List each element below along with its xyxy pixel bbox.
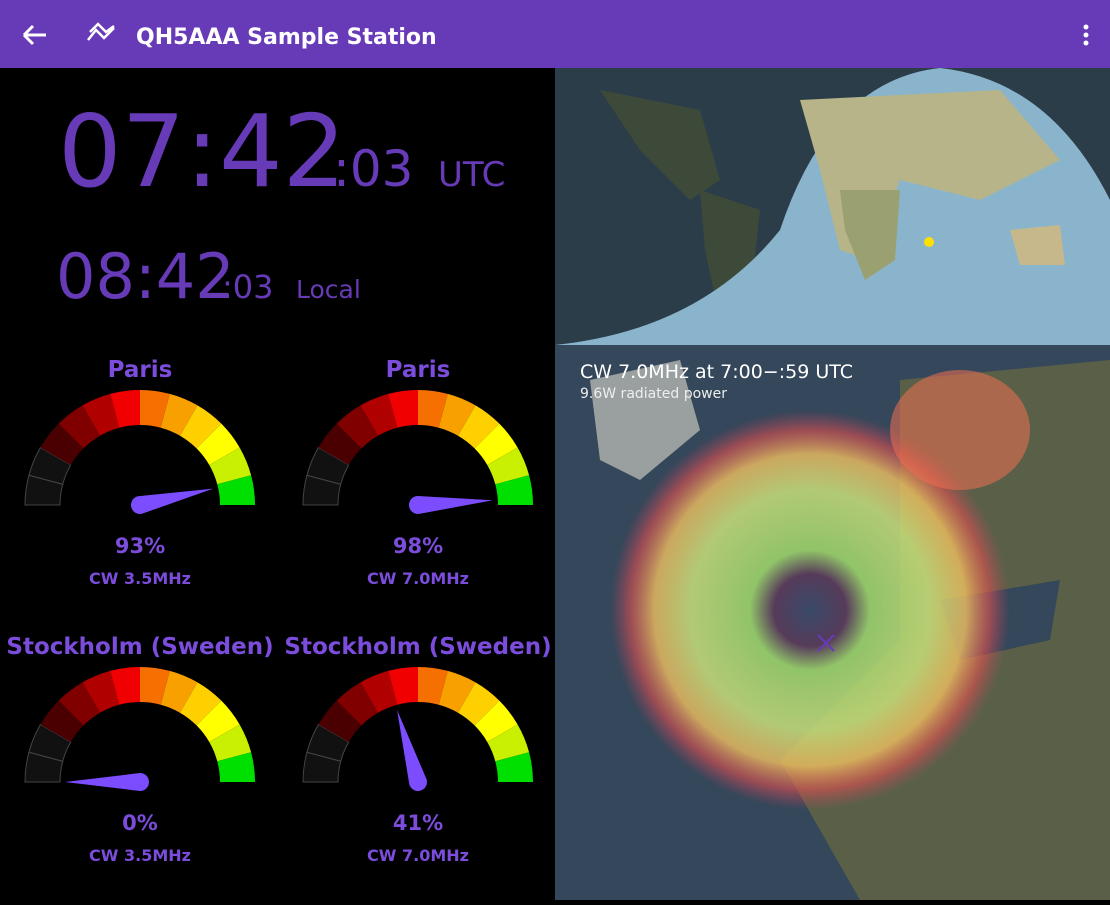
gauge-segment (140, 390, 170, 428)
daylight-map (555, 68, 1110, 345)
gauge-segment (495, 475, 533, 505)
gauge-band: CW 3.5MHz (89, 569, 191, 588)
gauge-segment (217, 475, 255, 505)
gauge-segment (196, 700, 240, 742)
gauge-segment (318, 423, 362, 465)
gauge: Stockholm (Sweden) 0% CW 3.5MHz (6, 634, 273, 865)
gauge: Paris 98% CW 7.0MHz (302, 357, 533, 588)
gauge-segment (360, 393, 398, 436)
gauge-segment (196, 423, 240, 465)
gauge-percent: 98% (393, 534, 443, 558)
gauge-segment (140, 667, 170, 705)
gauge: Stockholm (Sweden) 41% CW 7.0MHz (284, 634, 551, 865)
local-time: 08:42 (56, 240, 235, 313)
gauge-segment (474, 700, 518, 742)
map-subtitle: 9.6W radiated power (580, 386, 727, 402)
gauge-segment (217, 752, 255, 782)
gauge-location: Stockholm (Sweden) (6, 634, 273, 660)
gauge-segment (110, 667, 140, 705)
gauge-location: Paris (108, 357, 173, 383)
gauge-segment (28, 446, 72, 485)
gauge-segment (336, 682, 378, 726)
gauge-percent: 93% (115, 534, 165, 558)
gauge-percent: 0% (122, 811, 158, 835)
gauge-segment (306, 446, 350, 485)
gauge-segment (438, 670, 476, 713)
gauge-segment (438, 393, 476, 436)
gauge-band: CW 7.0MHz (367, 846, 469, 865)
overflow-menu[interactable] (1083, 24, 1089, 46)
gauge-segment (458, 682, 500, 726)
gauge-segment (209, 447, 252, 485)
gauge-segment (336, 405, 378, 449)
gauge-needle (397, 709, 427, 792)
gauge-location: Stockholm (Sweden) (284, 634, 551, 660)
gauge-segment (28, 723, 72, 762)
app-title: QH5AAA Sample Station (136, 25, 437, 50)
app-bar (0, 0, 1110, 68)
map-title: CW 7.0MHz at 7:00−:59 UTC (580, 361, 853, 383)
gauge-segment (418, 667, 448, 705)
gauge-segment (495, 752, 533, 782)
gauge-segment (40, 423, 84, 465)
utc-time: 07:42 (58, 93, 346, 210)
app-icon (87, 22, 115, 41)
gauge-location: Paris (386, 357, 451, 383)
gauge-segment (474, 423, 518, 465)
back-button[interactable] (22, 24, 46, 46)
gauge-band: CW 7.0MHz (367, 569, 469, 588)
propagation-map (555, 345, 1110, 900)
local-label: Local (296, 275, 361, 304)
gauge-segment (160, 393, 198, 436)
gauge-segment (110, 390, 140, 428)
gauge-segment (58, 405, 100, 449)
gauge-segment (418, 390, 448, 428)
gauge-segment (458, 405, 500, 449)
utc-label: UTC (438, 155, 505, 195)
gauge-percent: 41% (393, 811, 443, 835)
gauge-segment (487, 724, 530, 762)
gauge-segment (160, 670, 198, 713)
gauge-segment (180, 405, 222, 449)
gauge-segment (318, 700, 362, 742)
gauge-segment (209, 724, 252, 762)
gauge-segment (82, 393, 120, 436)
utc-seconds: :03 (333, 140, 413, 198)
gauge-needle (408, 496, 493, 515)
gauge-segment (180, 682, 222, 726)
gauge-needle (130, 488, 214, 515)
gauge-segment (82, 670, 120, 713)
gauge-needle (65, 773, 149, 791)
gauge-segment (487, 447, 530, 485)
local-seconds: :03 (222, 268, 274, 306)
gauge-segment (388, 667, 418, 705)
gauge-segment (360, 670, 398, 713)
gauge-segment (40, 700, 84, 742)
gauge-segment (388, 390, 418, 428)
gauge-segment (306, 723, 350, 762)
gauge-segment (58, 682, 100, 726)
gauge-band: CW 3.5MHz (89, 846, 191, 865)
gauge: Paris 93% CW 3.5MHz (24, 357, 255, 588)
